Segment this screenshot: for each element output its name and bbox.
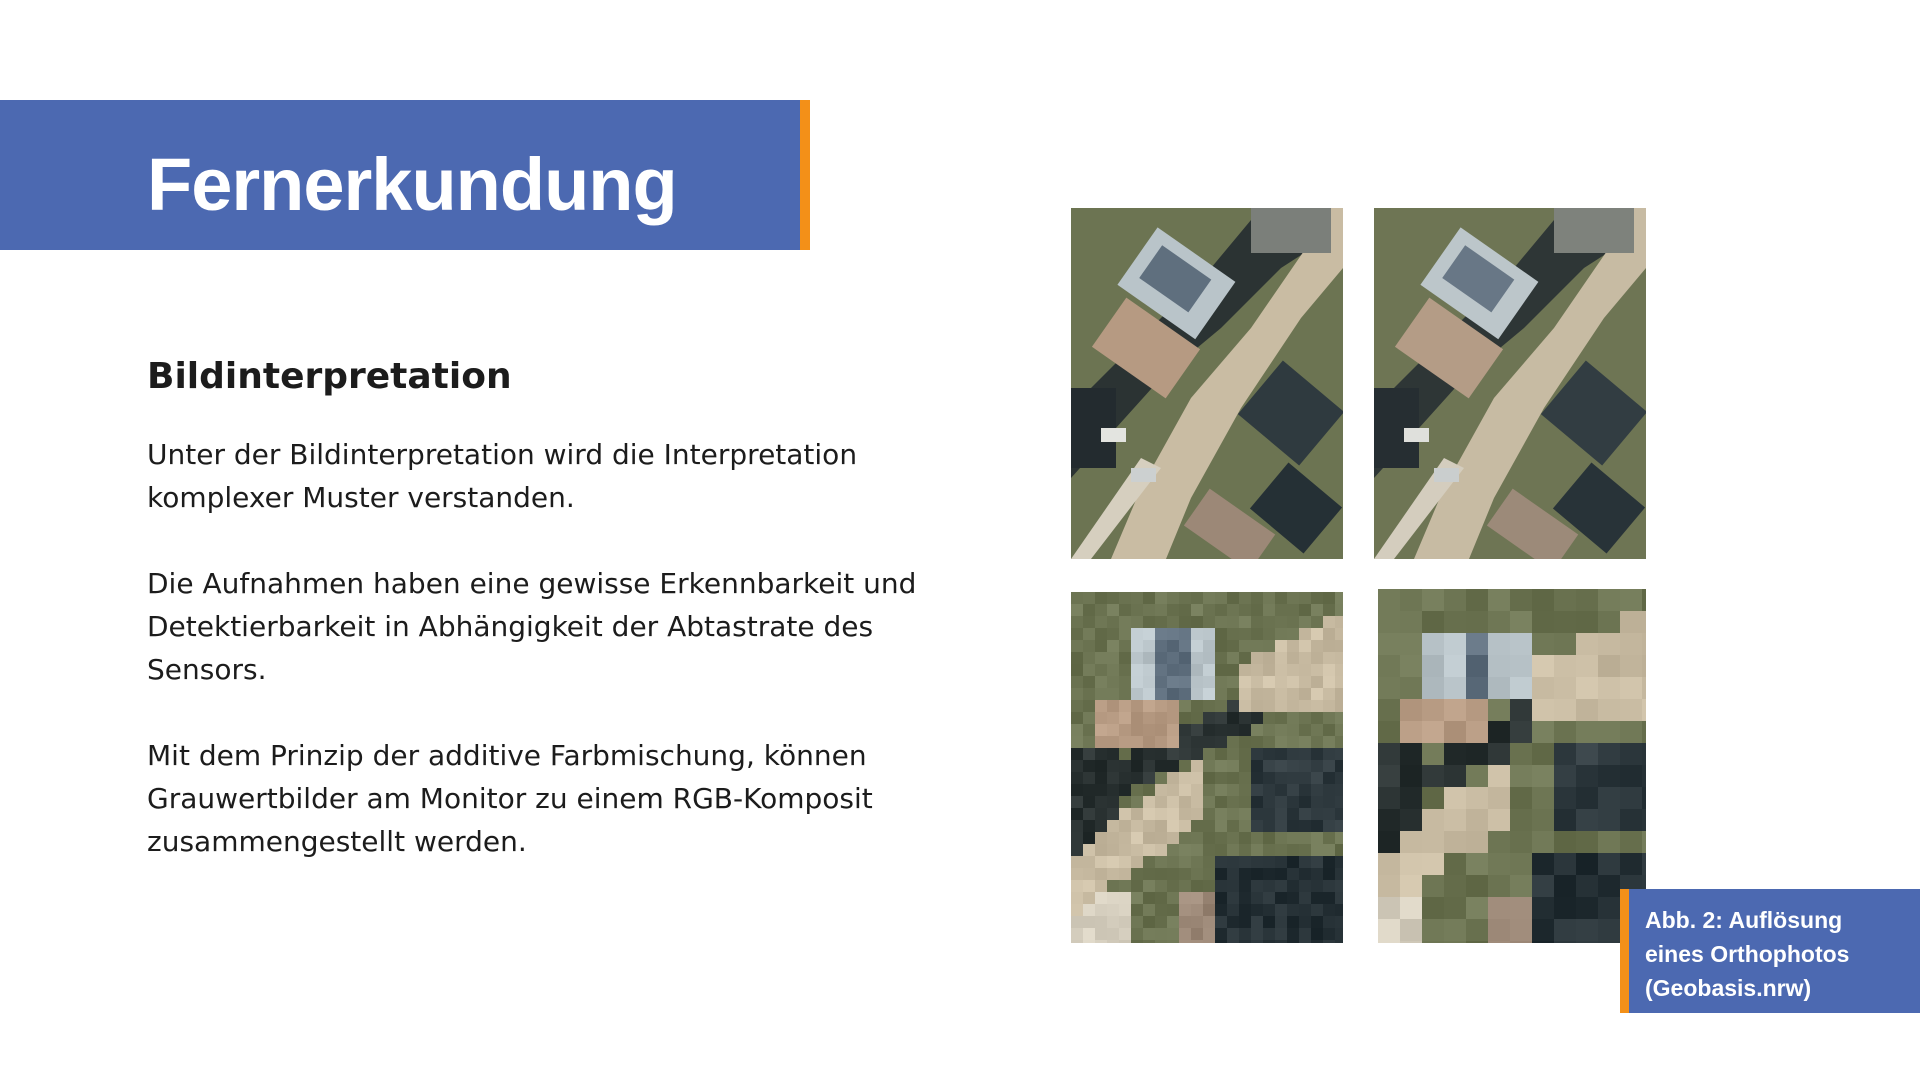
paragraph-2: Die Aufnahmen haben eine gewisse Erkennb… (147, 567, 917, 686)
title-band (0, 100, 800, 250)
caption-accent-bar (1620, 889, 1629, 1013)
orthophoto-image-reduced-resolution-1 (1374, 208, 1646, 559)
orthophoto-image-full-resolution (1071, 208, 1343, 559)
section-heading: Bildinterpretation (147, 356, 512, 397)
figure-caption: Abb. 2: Auflösung eines Orthophotos (Geo… (1629, 889, 1920, 1013)
slide-title: Fernerkundung (147, 143, 678, 226)
title-accent-bar (800, 100, 810, 250)
orthophoto-image-reduced-resolution-3 (1378, 589, 1646, 943)
body-text: Unter der Bildinterpretation wird die In… (147, 433, 927, 906)
paragraph-1: Unter der Bildinterpretation wird die In… (147, 438, 858, 514)
paragraph-3: Mit dem Prinzip der additive Farbmischun… (147, 739, 873, 858)
orthophoto-image-reduced-resolution-2 (1071, 592, 1343, 943)
